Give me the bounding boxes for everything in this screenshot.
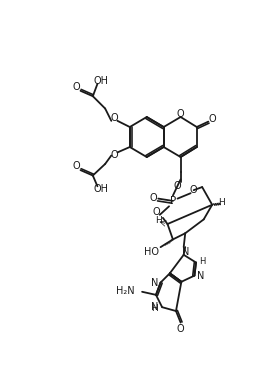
Text: O: O bbox=[111, 113, 118, 123]
Text: OH: OH bbox=[93, 76, 108, 86]
Text: O: O bbox=[177, 109, 185, 119]
Text: O: O bbox=[72, 82, 80, 92]
Text: H: H bbox=[199, 257, 205, 266]
Text: N: N bbox=[151, 278, 158, 288]
Text: H: H bbox=[155, 217, 162, 226]
Text: H: H bbox=[218, 198, 225, 207]
Text: N: N bbox=[151, 302, 158, 312]
Text: O: O bbox=[153, 207, 161, 217]
Text: O: O bbox=[190, 185, 198, 195]
Text: O: O bbox=[111, 151, 118, 160]
Text: N: N bbox=[181, 247, 189, 257]
Text: O: O bbox=[174, 181, 181, 190]
Text: H₂N: H₂N bbox=[116, 286, 134, 296]
Text: O: O bbox=[208, 113, 216, 124]
Text: O: O bbox=[150, 193, 158, 203]
Text: HO: HO bbox=[144, 247, 159, 257]
Text: OH: OH bbox=[93, 185, 108, 194]
Text: O: O bbox=[72, 161, 80, 171]
Text: H: H bbox=[151, 304, 158, 313]
Text: P: P bbox=[170, 196, 176, 206]
Text: N: N bbox=[197, 271, 204, 282]
Text: O: O bbox=[177, 324, 185, 334]
